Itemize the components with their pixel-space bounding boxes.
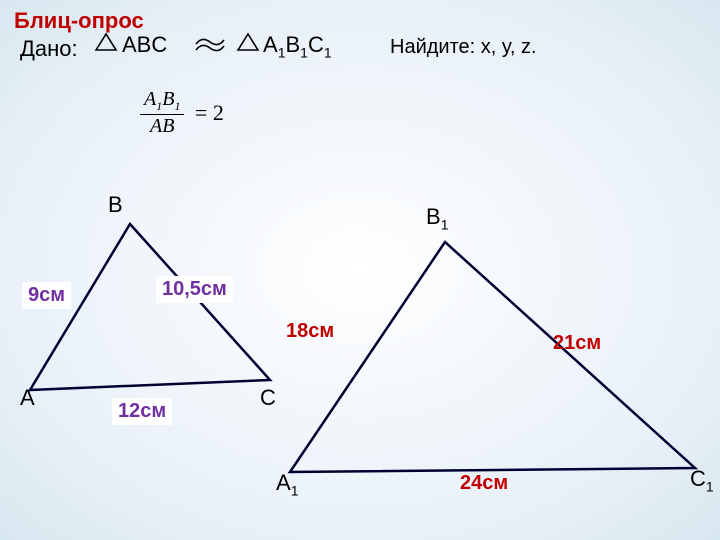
vertex-a: A [20,385,35,411]
dim-a1c1: 24см [460,472,508,495]
dim-b1c1: 21см [553,332,601,355]
ratio-formula: A1B1 AB = 2 [140,88,224,138]
triangle1-name: ABC [122,32,167,58]
dim-ac: 12см [112,398,172,425]
dim-ab: 9см [22,282,71,309]
vertex-b1: B1 [426,204,448,232]
vertex-c1: C1 [690,466,714,494]
triangle2-name: A1B1C1 [263,32,332,60]
dim-bc: 10,5см [156,276,233,303]
vertex-c: C [260,385,276,411]
dim-a1b1: 18см [286,320,334,343]
triangle-large [290,242,695,472]
triangle-symbol-1 [96,34,116,50]
triangle-symbol-2 [238,34,258,50]
header: Блиц-опрос [14,8,144,34]
find-label: Найдите: х, у, z. [390,36,537,59]
vertex-a1: A1 [276,470,298,498]
similar-symbol [196,39,224,50]
vertex-b: B [108,192,123,218]
diagram-svg [0,0,720,540]
given-label: Дано: [20,36,78,62]
